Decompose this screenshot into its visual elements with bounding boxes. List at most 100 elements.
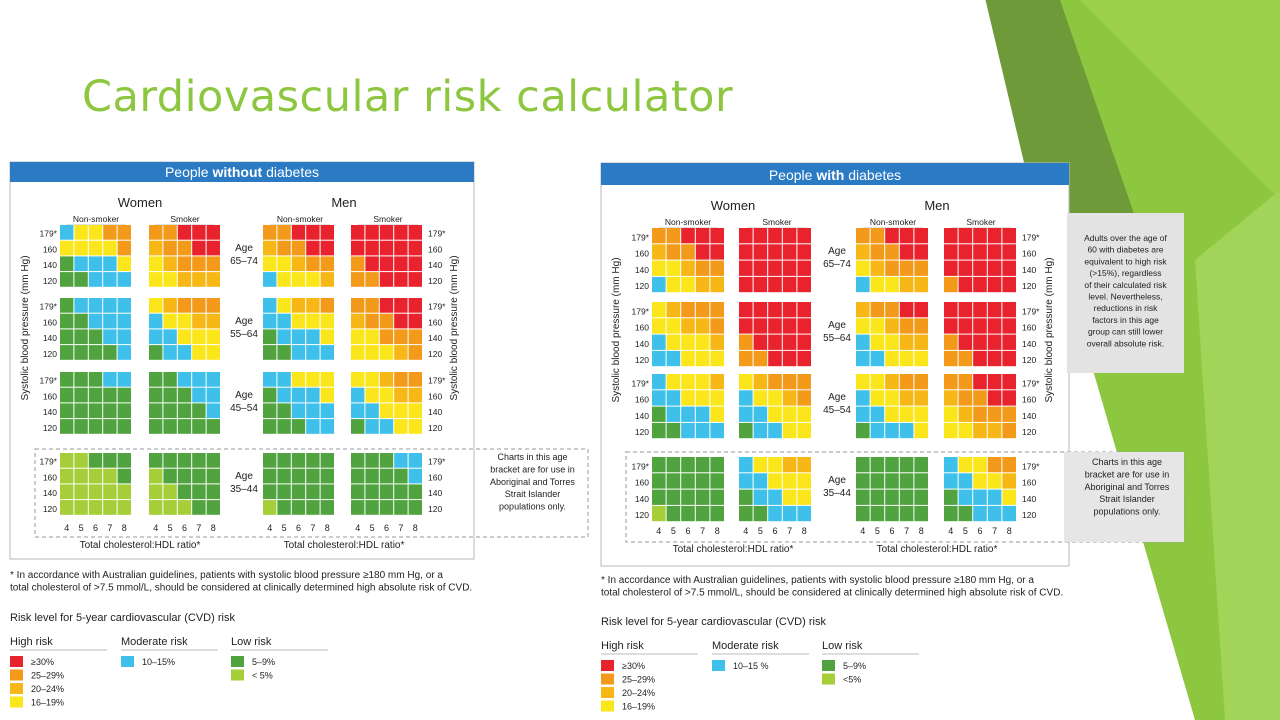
risk-cell: [365, 372, 379, 387]
risk-cell: [797, 374, 811, 390]
risk-cell: [666, 489, 681, 505]
risk-cell: [74, 387, 88, 403]
bp-tick-label: 140: [1022, 339, 1036, 349]
risk-cell: [103, 345, 117, 360]
risk-cell: [149, 329, 163, 345]
risk-cell: [306, 272, 320, 287]
risk-cell: [695, 473, 710, 489]
risk-cell: [365, 272, 379, 287]
risk-cell: [797, 276, 811, 293]
risk-cell: [899, 334, 914, 350]
x-tick-label: 5: [963, 526, 968, 536]
bp-tick-label: 179*: [1022, 461, 1040, 471]
risk-cell: [408, 329, 422, 345]
risk-cell: [177, 272, 192, 287]
indigenous-note-line: Strait Islander: [1099, 494, 1155, 504]
risk-cell: [973, 422, 987, 439]
risk-cell: [394, 345, 408, 360]
risk-cell: [291, 419, 306, 434]
risk-cell: [291, 372, 306, 387]
risk-cell: [206, 453, 220, 468]
risk-cell: [206, 468, 220, 484]
risk-cell: [1002, 318, 1016, 334]
bp-tick-label: 179*: [428, 229, 446, 239]
risk-cell: [74, 419, 88, 434]
risk-cell: [914, 334, 928, 350]
risk-cell: [291, 403, 306, 419]
risk-cell: [379, 484, 394, 500]
risk-cell: [74, 372, 88, 387]
legend-swatch: [10, 669, 23, 681]
risk-cell: [914, 390, 928, 406]
risk-cell: [987, 489, 1002, 505]
risk-cell: [710, 318, 724, 334]
risk-cell: [88, 403, 103, 419]
risk-cell: [117, 256, 131, 272]
risk-cell: [351, 387, 365, 403]
legend-item-label: ≥30%: [31, 657, 54, 667]
risk-cell: [263, 298, 277, 313]
risk-cell: [379, 298, 394, 313]
risk-cell: [753, 406, 768, 422]
risk-cell: [899, 228, 914, 244]
risk-cell: [710, 457, 724, 473]
risk-cell: [870, 318, 885, 334]
legend-group-moderate-risk: Moderate risk: [712, 640, 779, 652]
risk-cell: [885, 457, 899, 473]
age-group-label: 35–44: [230, 484, 258, 495]
risk-cell: [782, 390, 797, 406]
risk-cell: [351, 453, 365, 468]
risk-cell: [987, 318, 1002, 334]
legend-item-label: 16–19%: [622, 702, 655, 712]
risk-cell: [117, 484, 131, 500]
risk-cell: [177, 419, 192, 434]
risk-cell: [320, 345, 334, 360]
y-axis-label-left: Systolic blood pressure (mm Hg): [611, 257, 622, 402]
bp-tick-label: 160: [635, 395, 649, 405]
risk-cell: [149, 484, 163, 500]
risk-cell: [768, 505, 782, 522]
risk-cell: [914, 374, 928, 390]
smoking-status-label: Smoker: [762, 217, 791, 227]
risk-cell: [958, 276, 973, 293]
risk-cell: [958, 406, 973, 422]
risk-cell: [652, 244, 666, 260]
risk-cell: [103, 298, 117, 313]
risk-cell: [149, 468, 163, 484]
x-tick-label: 5: [875, 526, 880, 536]
risk-cell: [263, 387, 277, 403]
risk-cell: [710, 473, 724, 489]
risk-cell: [74, 329, 88, 345]
bp-tick-label: 140: [1022, 411, 1036, 421]
risk-cell: [192, 329, 206, 345]
risk-cell: [394, 240, 408, 256]
risk-cell: [652, 302, 666, 318]
risk-cell: [408, 403, 422, 419]
risk-cell: [277, 313, 291, 329]
chart-title-part: without: [211, 164, 262, 180]
smoking-status-label: Non-smoker: [73, 214, 119, 224]
risk-cell: [987, 457, 1002, 473]
risk-cell: [60, 298, 74, 313]
risk-cell: [394, 313, 408, 329]
risk-cell: [958, 473, 973, 489]
risk-cell: [944, 350, 958, 367]
risk-cell: [739, 276, 753, 293]
risk-cell: [379, 387, 394, 403]
risk-cell: [163, 272, 177, 287]
bp-tick-label: 140: [43, 407, 57, 417]
risk-cell: [291, 240, 306, 256]
risk-cell: [306, 240, 320, 256]
risk-cell: [870, 302, 885, 318]
age-note-line: factors in this age: [1092, 315, 1159, 325]
risk-cell: [710, 228, 724, 244]
risk-cell: [797, 390, 811, 406]
risk-cell: [74, 313, 88, 329]
risk-cell: [666, 473, 681, 489]
legend-group-high-risk: High risk: [601, 640, 644, 652]
legend-item-label: 25–29%: [31, 671, 64, 681]
risk-cell: [351, 403, 365, 419]
dark-green-triangle: [985, 0, 1150, 260]
risk-cell: [797, 457, 811, 473]
risk-cell: [768, 276, 782, 293]
